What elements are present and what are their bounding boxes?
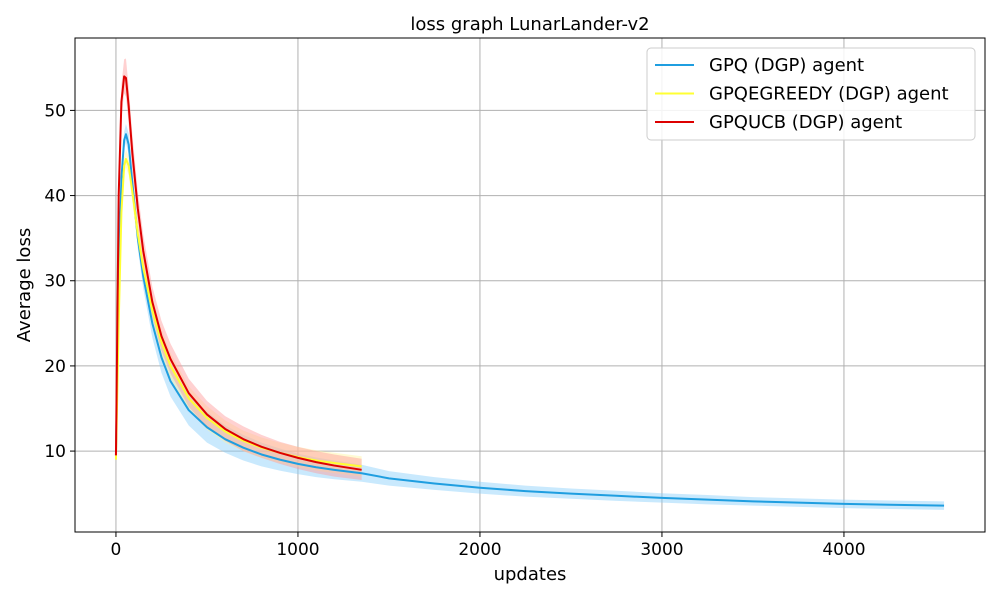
y-axis-ticks: 10 20 30 40 50	[44, 101, 75, 462]
legend-label: GPQ (DGP) agent	[709, 55, 864, 76]
legend-label: GPQUCB (DGP) agent	[709, 112, 902, 133]
y-tick-label: 10	[44, 442, 66, 462]
y-tick-label: 40	[44, 187, 66, 207]
chart-title: loss graph LunarLander-v2	[410, 14, 649, 35]
series-line-1	[114, 133, 945, 507]
confidence-band-series-3	[115, 58, 362, 481]
confidence-bands	[115, 58, 945, 510]
x-tick-label: 1000	[276, 540, 319, 560]
y-tick-label: 50	[44, 101, 66, 121]
y-tick-label: 20	[44, 357, 66, 377]
series-line-2	[114, 157, 362, 468]
y-axis-label: Average loss	[14, 228, 35, 342]
legend: GPQ (DGP) agent GPQEGREEDY (DGP) agent GPQ…	[646, 47, 976, 141]
y-tick-label: 30	[44, 272, 66, 292]
x-axis-label: updates	[494, 564, 567, 585]
confidence-band-series-1	[115, 124, 945, 510]
legend-box	[646, 47, 976, 141]
series-line-3	[114, 75, 362, 471]
x-tick-label: 3000	[640, 540, 683, 560]
x-axis-ticks: 0 1000 2000 3000 4000	[111, 532, 866, 560]
x-tick-label: 4000	[822, 540, 865, 560]
x-tick-label: 2000	[458, 540, 501, 560]
x-tick-label: 0	[111, 540, 122, 560]
legend-label: GPQEGREEDY (DGP) agent	[709, 84, 949, 105]
series-lines	[114, 75, 945, 507]
plot-frame	[74, 37, 986, 533]
